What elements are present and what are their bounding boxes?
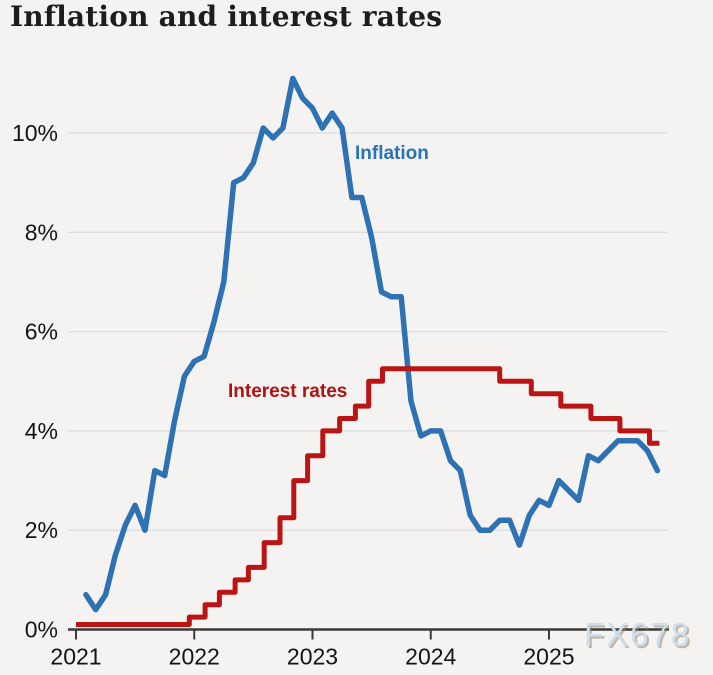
x-axis-tick-label: 2021 (50, 644, 101, 670)
y-axis-tick-label: 4% (25, 418, 58, 444)
x-axis-tick-label: 2024 (405, 644, 456, 670)
x-axis-tick-label: 2022 (169, 644, 220, 670)
y-axis-tick-label: 2% (25, 517, 58, 543)
y-axis-tick-label: 8% (25, 219, 58, 245)
inflation-line (83, 75, 661, 613)
interest-rates-series-label: Interest rates (228, 381, 348, 402)
inflation-series-label: Inflation (355, 143, 429, 164)
y-axis-tick-label: 10% (12, 120, 58, 146)
interest-rates-line (76, 366, 660, 627)
y-axis-tick-label: 6% (25, 319, 58, 345)
x-axis-tick-label: 2023 (287, 644, 338, 670)
x-axis-tick-label: 2025 (523, 644, 574, 670)
fx678-watermark: FX678 (584, 616, 692, 653)
y-axis-tick-label: 0% (25, 617, 58, 643)
chart-title: Inflation and interest rates (10, 0, 443, 33)
